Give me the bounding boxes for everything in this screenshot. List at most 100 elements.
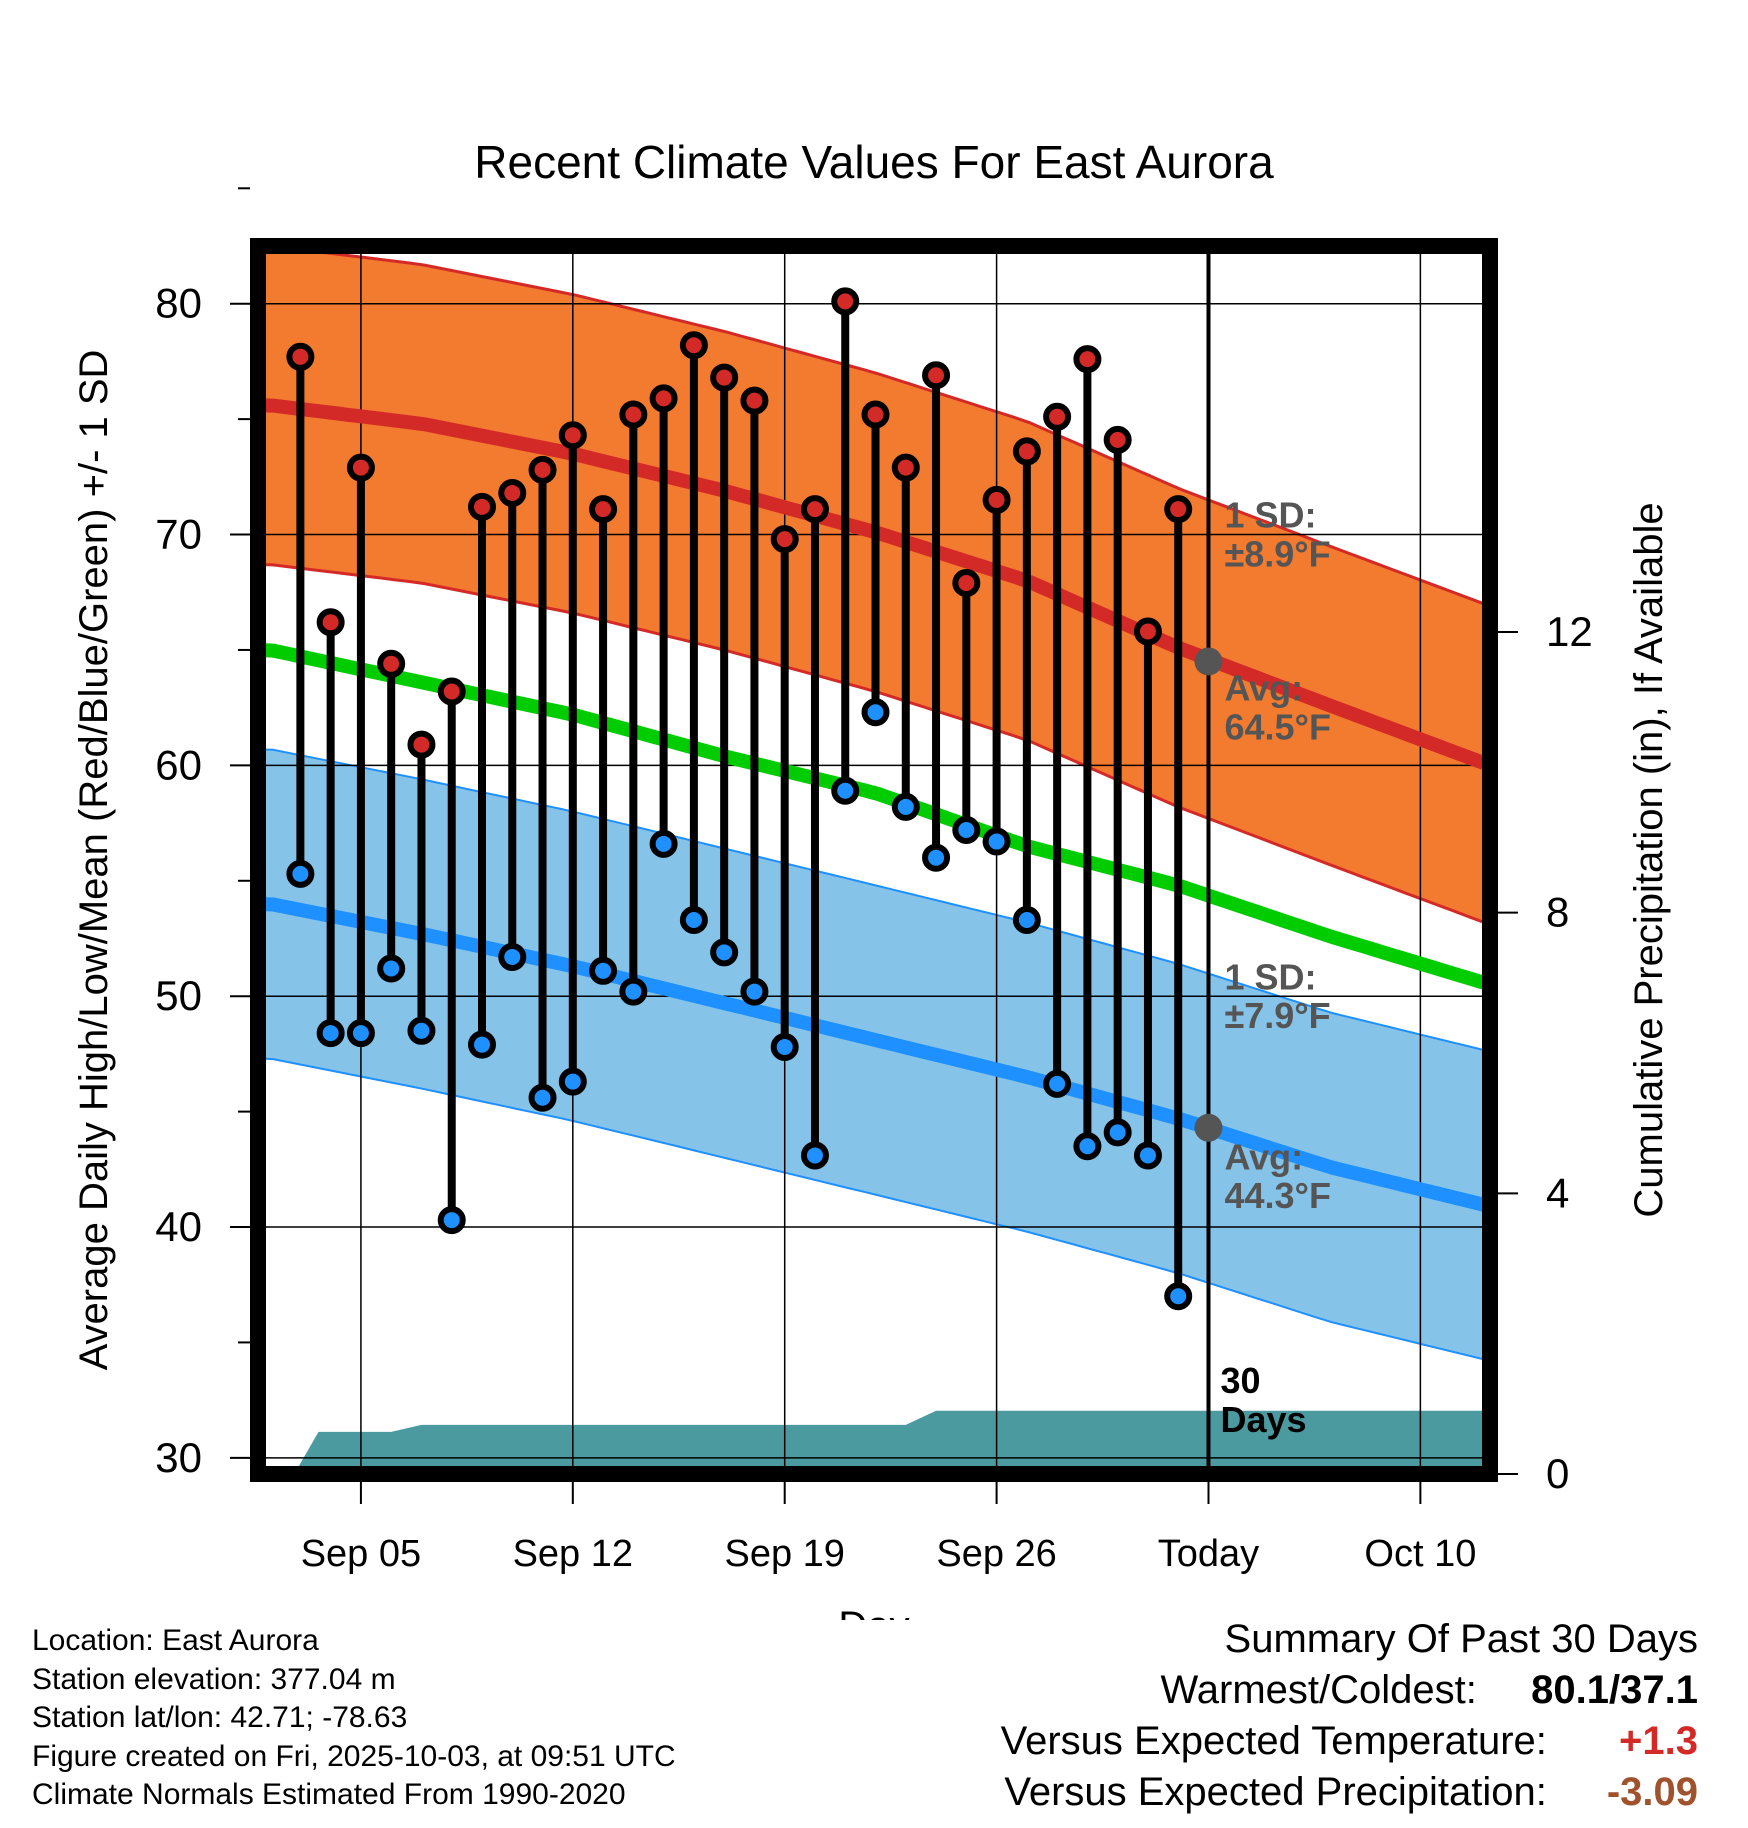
daily-high-point — [740, 386, 769, 415]
daily-low-point — [558, 1067, 587, 1096]
daily-high-point — [1164, 495, 1193, 524]
low-sd-annotation: 1 SD: ±7.9°F — [1224, 956, 1330, 1036]
info-latlon: Station lat/lon: 42.71; -78.63 — [32, 1701, 408, 1734]
daily-high-point — [952, 569, 981, 598]
daily-low-point — [619, 977, 648, 1006]
daily-low-point — [831, 776, 860, 805]
low-avg-annotation: Avg: 44.3°F — [1224, 1136, 1330, 1216]
x-tick-label: Oct 10 — [1364, 1533, 1476, 1575]
normal-high-line — [258, 398, 1487, 770]
info-normals: Climate Normals Estimated From 1990-2020 — [32, 1778, 626, 1811]
daily-high-point — [468, 492, 496, 521]
y-tick-label: 80 — [155, 280, 202, 327]
y-right-tick-label: 8 — [1546, 889, 1569, 936]
high-band-lower-edge — [258, 563, 1485, 924]
warmest-coldest-label: Warmest/Coldest: — [1160, 1668, 1477, 1712]
low-band-lower-edge — [258, 1057, 1485, 1361]
daily-low-point — [1012, 906, 1041, 935]
daily-high-point — [831, 287, 860, 316]
y-tick-label: 30 — [155, 1434, 202, 1481]
x-axis-label: Day — [838, 1604, 909, 1620]
daily-low-point — [800, 1141, 829, 1170]
daily-low-point — [1133, 1141, 1162, 1170]
daily-high-point — [800, 495, 829, 524]
daily-high-point — [710, 363, 739, 392]
daily-high-point — [649, 384, 678, 413]
daily-low-point — [952, 815, 981, 844]
daily-low-point — [1103, 1118, 1132, 1147]
y-tick-label: 50 — [155, 972, 202, 1019]
x-tick-label: Sep 05 — [301, 1533, 421, 1575]
daily-low-point — [346, 1019, 375, 1048]
precip-label: Versus Expected Precipitation: — [1004, 1770, 1547, 1814]
summary-panel: Summary Of Past 30 Days Warmest/Coldest:… — [1001, 1614, 1698, 1818]
daily-low-point — [1164, 1282, 1193, 1311]
daily-high-point — [922, 361, 951, 390]
daily-low-point — [922, 843, 951, 872]
daily-high-point — [1133, 617, 1162, 646]
temp-value: +1.3 — [1619, 1719, 1698, 1763]
y-tick-label: 70 — [155, 511, 202, 558]
y-right-axis-label: Cumulative Precipitation (in), If Availa… — [1627, 502, 1671, 1217]
daily-low-point — [1073, 1132, 1102, 1161]
today-days-label: 30 Days — [1220, 1360, 1306, 1440]
daily-high-point — [528, 455, 557, 484]
temp-label: Versus Expected Temperature: — [1000, 1719, 1547, 1763]
daily-high-point — [679, 331, 708, 360]
high-band-upper-edge — [258, 246, 1485, 606]
y-tick-label: 60 — [155, 741, 202, 788]
daily-low-point — [710, 938, 739, 967]
high-avg-annotation: Avg: 64.5°F — [1224, 668, 1330, 748]
y-axis-label: Average Daily High/Low/Mean (Red/Blue/Gr… — [72, 350, 116, 1371]
climate-chart: Recent Climate Values For East Aurora 30… — [72, 136, 1671, 1620]
summary-precip: Versus Expected Precipitation: -3.09 — [1001, 1767, 1698, 1818]
y-right-tick-label: 12 — [1546, 608, 1593, 655]
summary-temp: Versus Expected Temperature: +1.3 — [1001, 1716, 1698, 1767]
y-right-tick-label: 4 — [1546, 1169, 1569, 1216]
station-info: Location: East Aurora Station elevation:… — [32, 1622, 676, 1815]
summary-title: Summary Of Past 30 Days — [1224, 1617, 1698, 1661]
daily-high-point — [1103, 425, 1132, 454]
daily-low-point — [679, 906, 708, 935]
daily-low-point — [982, 827, 1011, 856]
daily-low-point — [770, 1032, 799, 1061]
daily-high-point — [346, 453, 375, 482]
x-tick-label: Sep 19 — [724, 1533, 844, 1575]
daily-low-point — [316, 1019, 345, 1048]
daily-low-point — [740, 977, 769, 1006]
daily-high-point — [1043, 402, 1072, 431]
daily-low-point — [649, 829, 678, 858]
daily-low-point — [407, 1016, 436, 1045]
x-tick-label: Sep 12 — [513, 1533, 633, 1575]
daily-low-point — [891, 792, 920, 821]
warmest-coldest-value: 80.1/37.1 — [1531, 1668, 1698, 1712]
x-tick-label: Today — [1158, 1533, 1259, 1575]
daily-high-point — [770, 525, 799, 554]
high-sd-annotation: 1 SD: ±8.9°F — [1224, 495, 1330, 575]
precip-value: -3.09 — [1606, 1770, 1698, 1814]
daily-high-point — [589, 495, 618, 524]
daily-high-point — [619, 400, 648, 429]
daily-high-point — [1012, 437, 1041, 466]
daily-low-point — [589, 956, 618, 985]
daily-high-point — [982, 485, 1011, 514]
daily-high-point — [316, 608, 345, 637]
y-tick-label: 40 — [155, 1203, 202, 1250]
daily-high-point — [498, 478, 527, 507]
plot-frame — [250, 238, 1498, 1482]
daily-low-point — [286, 859, 315, 888]
today-normal-high-dot — [1194, 647, 1223, 676]
today-normal-low-dot — [1194, 1113, 1223, 1142]
daily-low-point — [498, 942, 527, 971]
daily-high-point — [377, 649, 406, 678]
x-tick-label: Sep 26 — [936, 1533, 1056, 1575]
chart-title: Recent Climate Values For East Aurora — [474, 136, 1274, 188]
daily-high-point — [437, 677, 466, 706]
daily-high-point — [891, 453, 920, 482]
daily-high-point — [407, 730, 436, 759]
daily-low-point — [861, 698, 890, 727]
daily-high-point — [861, 400, 890, 429]
daily-low-point — [468, 1030, 496, 1059]
summary-warmest-coldest: Warmest/Coldest: 80.1/37.1 — [1001, 1665, 1699, 1716]
daily-high-point — [286, 342, 315, 371]
